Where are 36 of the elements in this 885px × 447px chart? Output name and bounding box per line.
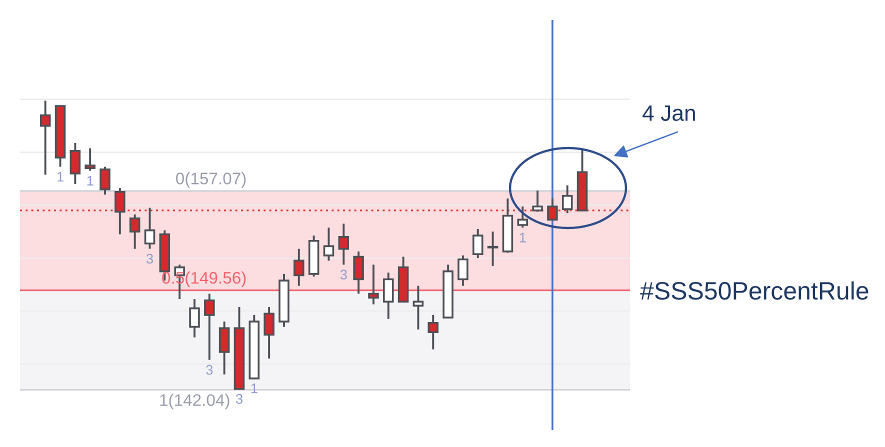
text: 3 [236, 394, 242, 404]
ref-line-label: 0(157.07) [176, 172, 246, 188]
text: 3 [340, 270, 347, 280]
text: 1 [57, 172, 64, 182]
candlestick [323, 226, 334, 262]
candlestick [114, 186, 126, 236]
candlestick [562, 184, 573, 214]
candlestick [517, 206, 528, 229]
candlestick [428, 314, 439, 350]
text: 1 [520, 232, 526, 242]
candlestick [353, 250, 364, 295]
text: 3 [206, 364, 213, 375]
candlestick [458, 254, 468, 287]
candlestick [294, 248, 304, 287]
candlestick [144, 206, 156, 250]
candlestick [70, 142, 81, 185]
text: 3 [146, 254, 154, 264]
candlestick [532, 190, 543, 213]
candlestick [368, 264, 379, 306]
ref-line-label: 1(142.04) [160, 394, 230, 410]
candlestick [189, 298, 200, 338]
candlestick [100, 166, 110, 196]
candlestick [338, 222, 350, 266]
candlestick [129, 213, 140, 250]
text: 1 [87, 176, 94, 186]
text: #SSS50PercentRule [640, 281, 868, 300]
candlestick [547, 198, 558, 221]
candlestick [264, 306, 274, 360]
candlestick [218, 320, 230, 376]
text: 4 Jan [642, 105, 695, 121]
candlestick [472, 228, 484, 260]
candlestick [40, 100, 51, 176]
candlestick [487, 230, 498, 267]
candlestick [204, 292, 215, 361]
candlestick [84, 147, 96, 172]
text: 1 [251, 384, 258, 394]
